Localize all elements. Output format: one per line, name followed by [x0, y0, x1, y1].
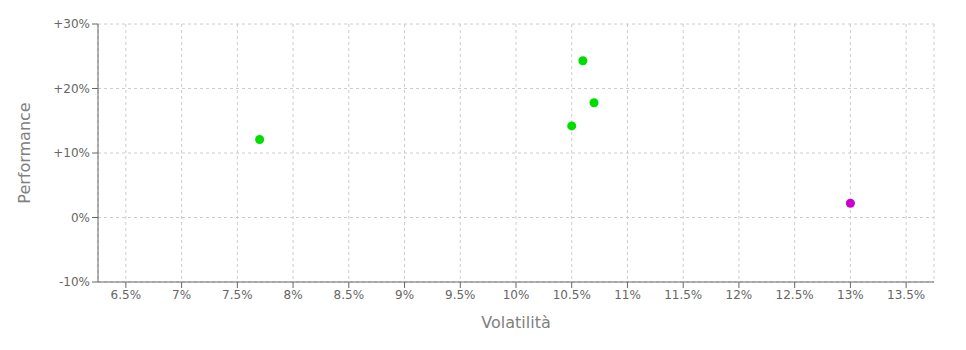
svg-text:+10%: +10% [53, 146, 90, 160]
svg-text:7.5%: 7.5% [222, 288, 253, 302]
svg-text:10.5%: 10.5% [553, 288, 591, 302]
svg-text:11%: 11% [614, 288, 641, 302]
svg-text:+20%: +20% [53, 82, 90, 96]
svg-text:13%: 13% [837, 288, 864, 302]
svg-text:Performance: Performance [15, 102, 34, 203]
svg-text:7%: 7% [172, 288, 191, 302]
svg-text:9.5%: 9.5% [445, 288, 476, 302]
svg-text:0%: 0% [71, 211, 90, 225]
svg-text:13.5%: 13.5% [887, 288, 925, 302]
svg-text:-10%: -10% [59, 275, 90, 289]
svg-text:6.5%: 6.5% [111, 288, 142, 302]
svg-text:+30%: +30% [53, 17, 90, 31]
svg-text:8.5%: 8.5% [334, 288, 365, 302]
svg-text:9%: 9% [395, 288, 414, 302]
svg-text:10%: 10% [503, 288, 530, 302]
svg-text:8%: 8% [284, 288, 303, 302]
svg-text:Volatilità: Volatilità [481, 313, 550, 332]
svg-text:12.5%: 12.5% [776, 288, 814, 302]
svg-text:11.5%: 11.5% [664, 288, 702, 302]
svg-text:12%: 12% [726, 288, 753, 302]
